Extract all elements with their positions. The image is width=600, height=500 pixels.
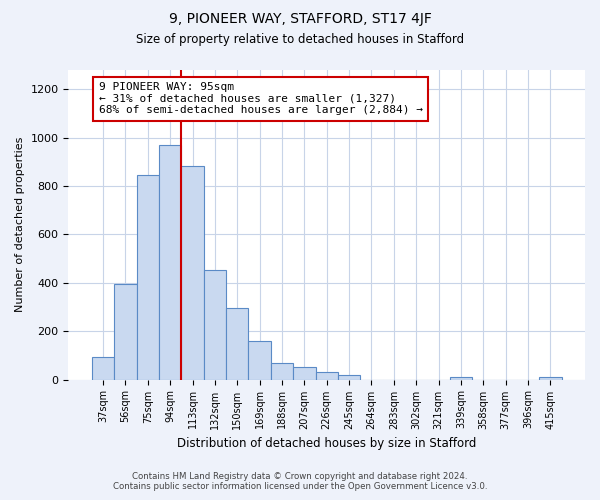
Bar [181,166,204,380]
Text: 9 PIONEER WAY: 95sqm
← 31% of detached houses are smaller (1,327)
68% of semi-de: 9 PIONEER WAY: 95sqm ← 31% of detached h… [98,82,422,116]
Text: 9, PIONEER WAY, STAFFORD, ST17 4JF: 9, PIONEER WAY, STAFFORD, ST17 4JF [169,12,431,26]
Bar [316,372,338,380]
Bar [92,356,114,380]
X-axis label: Distribution of detached houses by size in Stafford: Distribution of detached houses by size … [177,437,476,450]
Bar [248,341,271,380]
Bar [539,377,562,380]
Bar [137,175,159,380]
Bar [450,377,472,380]
Bar [293,368,316,380]
Bar [159,145,181,380]
Text: Contains HM Land Registry data © Crown copyright and database right 2024.
Contai: Contains HM Land Registry data © Crown c… [113,472,487,491]
Text: Size of property relative to detached houses in Stafford: Size of property relative to detached ho… [136,32,464,46]
Y-axis label: Number of detached properties: Number of detached properties [15,137,25,312]
Bar [114,284,137,380]
Bar [338,374,360,380]
Bar [226,308,248,380]
Bar [204,270,226,380]
Bar [271,362,293,380]
